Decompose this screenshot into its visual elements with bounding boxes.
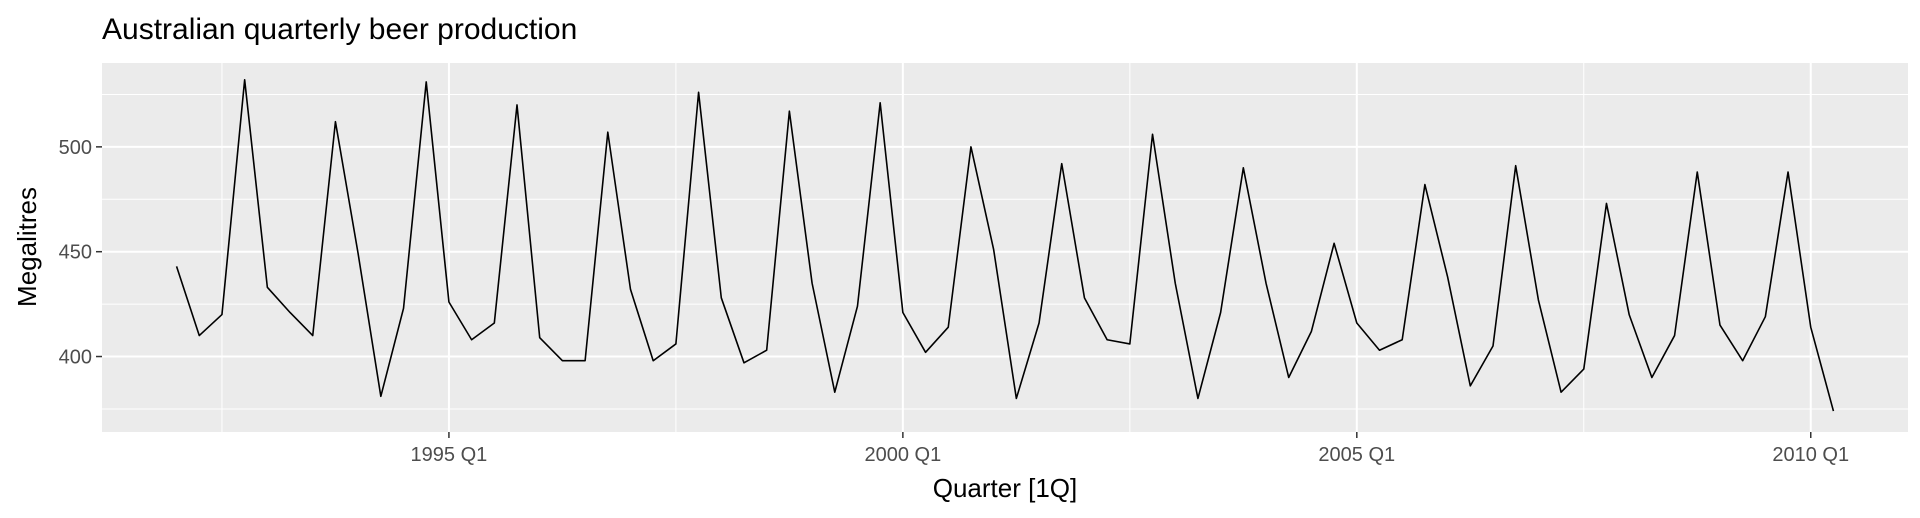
x-axis-title: Quarter [1Q]	[933, 473, 1078, 503]
chart-title: Australian quarterly beer production	[102, 13, 577, 46]
y-tick-label: 400	[59, 347, 92, 369]
major-gridlines	[102, 63, 1908, 432]
x-tick-label: 1995 Q1	[411, 444, 488, 466]
x-tick-label: 2010 Q1	[1772, 444, 1849, 466]
x-tick-label: 2000 Q1	[864, 444, 941, 466]
minor-gridlines	[102, 63, 1908, 432]
y-axis-title: Megalitres	[12, 187, 42, 307]
y-tick-label: 500	[59, 137, 92, 159]
y-tick-label: 450	[59, 242, 92, 264]
series-line	[175, 78, 1835, 412]
plot-panel	[102, 63, 1908, 432]
x-axis: 1995 Q1 2000 Q1 2005 Q1 2010 Q1	[411, 432, 1849, 466]
x-tick-label: 2005 Q1	[1318, 444, 1395, 466]
y-axis: 400 450 500	[59, 137, 102, 369]
